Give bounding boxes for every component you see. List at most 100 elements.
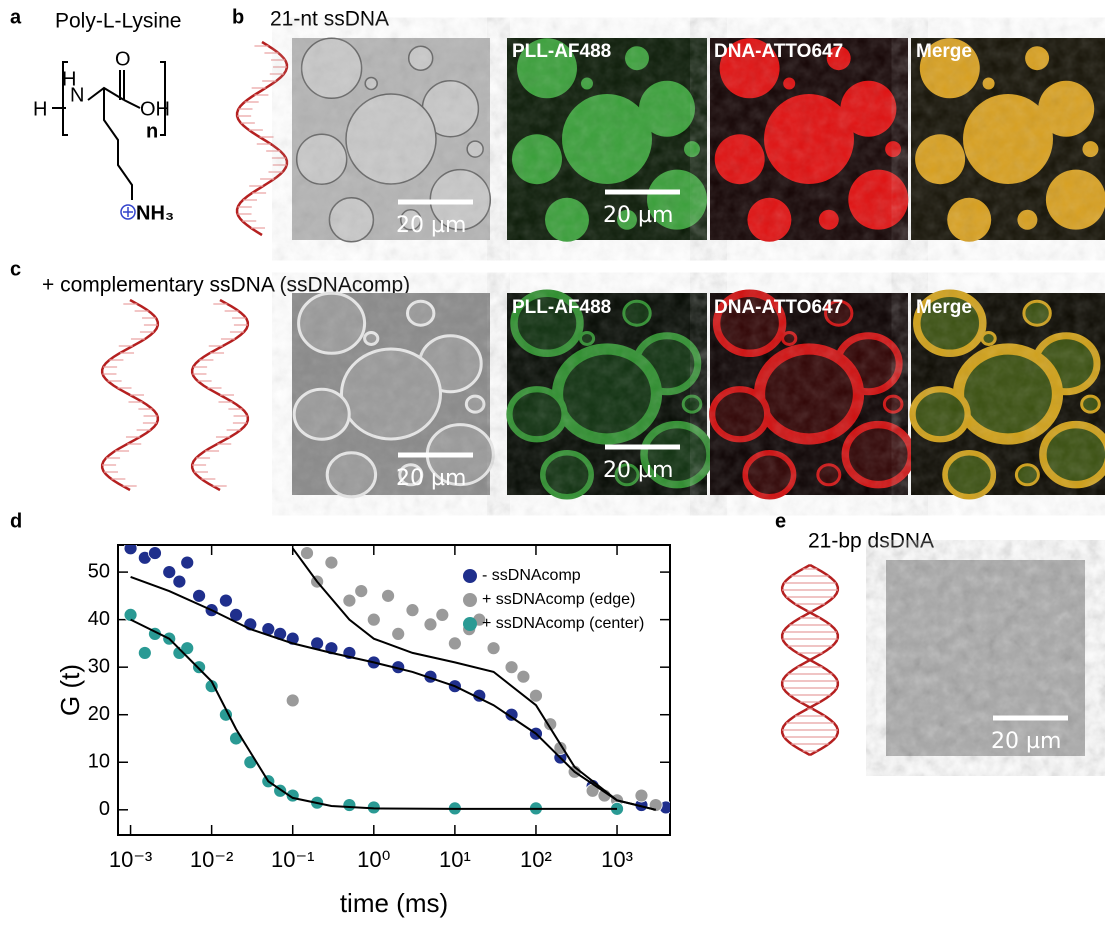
legend-label: + ssDNAcomp (edge) — [482, 591, 635, 608]
figure: a Poly-L-Lysine H N H O OH n NH₃ b 21-nt… — [0, 0, 1105, 921]
channel-label: DNA-ATTO647 — [714, 297, 843, 318]
scale-bar-label: 20 µm — [603, 458, 673, 483]
atom: H — [33, 98, 47, 120]
x-tick-label: 10⁻¹ — [271, 847, 314, 872]
micrograph: Merge — [911, 38, 1105, 242]
dna-helix — [782, 565, 838, 755]
panel-label: e — [775, 510, 786, 532]
texture — [292, 293, 490, 495]
data-point — [343, 594, 356, 607]
x-tick-label: 10⁰ — [357, 847, 390, 872]
data-point — [436, 608, 449, 621]
x-tick-label: 10³ — [601, 847, 633, 872]
y-tick-label: 30 — [88, 655, 110, 677]
data-point — [529, 689, 542, 702]
x-tick-label: 10⁻³ — [109, 847, 152, 872]
data-point — [181, 556, 194, 569]
scale-bar-label: 20 µm — [396, 466, 466, 491]
scale-bar-label: 20 µm — [396, 213, 466, 238]
panel-title: 21-nt ssDNA — [270, 8, 389, 31]
strand — [237, 42, 287, 235]
panel-label: c — [10, 258, 21, 280]
data-point — [355, 585, 368, 598]
atom: OH — [140, 98, 170, 120]
data-point — [286, 694, 299, 707]
micrograph: 20 µm — [292, 38, 490, 242]
y-axis-label: G (t) — [55, 664, 85, 716]
data-point — [173, 575, 186, 588]
y-tick-label: 50 — [88, 560, 110, 582]
data-point — [124, 542, 137, 555]
texture — [911, 38, 1105, 240]
legend-marker — [463, 617, 477, 631]
data-point — [193, 589, 206, 602]
scale-bar-label: 20 µm — [991, 729, 1061, 754]
data-point — [219, 594, 232, 607]
panel-label: b — [232, 6, 244, 28]
micrographs: 20 µm PLL-AF488 20 µm DNA-ATTO647 Merge 20 µm… — [102, 38, 1105, 756]
data-point — [230, 732, 243, 745]
fit-line — [131, 620, 617, 809]
fit-line — [293, 548, 656, 810]
strand — [782, 565, 838, 755]
channel-label: PLL-AF488 — [512, 41, 611, 62]
data-point — [424, 618, 437, 631]
atom: n — [146, 120, 158, 142]
data-point — [635, 789, 648, 802]
charge — [123, 207, 133, 217]
data-point — [505, 661, 518, 674]
data-point — [406, 604, 419, 617]
data-point — [148, 547, 161, 560]
channel-label: Merge — [916, 41, 972, 62]
chart: 0 10 20 30 40 50 10⁻³ 10⁻² 10⁻¹ 10⁰ 10¹ 10² 10³ time … — [55, 542, 672, 918]
x-tick-label: 10¹ — [439, 847, 471, 872]
dna-helix — [237, 42, 287, 235]
data-point — [124, 608, 137, 621]
texture — [911, 293, 1105, 495]
texture — [292, 38, 490, 240]
data-point — [138, 646, 151, 659]
data-point — [382, 589, 395, 602]
micrograph: DNA-ATTO647 — [710, 293, 911, 497]
legend-label: + ssDNAcomp (center) — [482, 615, 644, 632]
micrograph: 20 µm — [292, 293, 493, 497]
atom: O — [115, 48, 131, 70]
data-point — [193, 661, 206, 674]
micrograph: DNA-ATTO647 — [710, 38, 908, 242]
data-point — [367, 613, 380, 626]
data-point — [448, 637, 461, 650]
legend-label: - ssDNAcomp — [482, 567, 581, 584]
data-point — [343, 799, 356, 812]
texture — [710, 38, 908, 240]
micrograph: Merge — [911, 293, 1105, 497]
micrograph: 20 µm — [886, 560, 1085, 756]
y-tick-label: 0 — [99, 798, 110, 820]
micrograph: PLL-AF488 20 µm — [507, 293, 710, 497]
x-axis-label: time (ms) — [340, 888, 448, 918]
x-tick-label: 10⁻² — [190, 847, 233, 872]
legend-marker — [463, 593, 477, 607]
x-tick-label: 10² — [520, 847, 552, 872]
scale-bar-label: 20 µm — [603, 203, 673, 228]
channel-label: DNA-ATTO647 — [714, 41, 843, 62]
micrograph: PLL-AF488 20 µm — [507, 38, 707, 242]
panel-title: Poly-L-Lysine — [55, 10, 181, 33]
atom: NH₃ — [136, 202, 174, 224]
data-point — [517, 670, 530, 683]
data-point — [392, 627, 405, 640]
dna-helix — [102, 300, 158, 490]
data-point — [487, 642, 500, 655]
y-tick-label: 10 — [88, 751, 110, 773]
channel-label: Merge — [916, 297, 972, 318]
data-point — [163, 566, 176, 579]
panel-label: d — [10, 510, 22, 532]
channel-label: PLL-AF488 — [512, 297, 611, 318]
data-point — [300, 547, 313, 560]
atom: H — [62, 68, 76, 90]
panel-title: 21-bp dsDNA — [808, 530, 934, 553]
data-point — [325, 556, 338, 569]
y-tick-label: 20 — [88, 703, 110, 725]
texture — [710, 293, 908, 495]
y-tick-label: 40 — [88, 608, 110, 630]
legend-marker — [463, 569, 477, 583]
